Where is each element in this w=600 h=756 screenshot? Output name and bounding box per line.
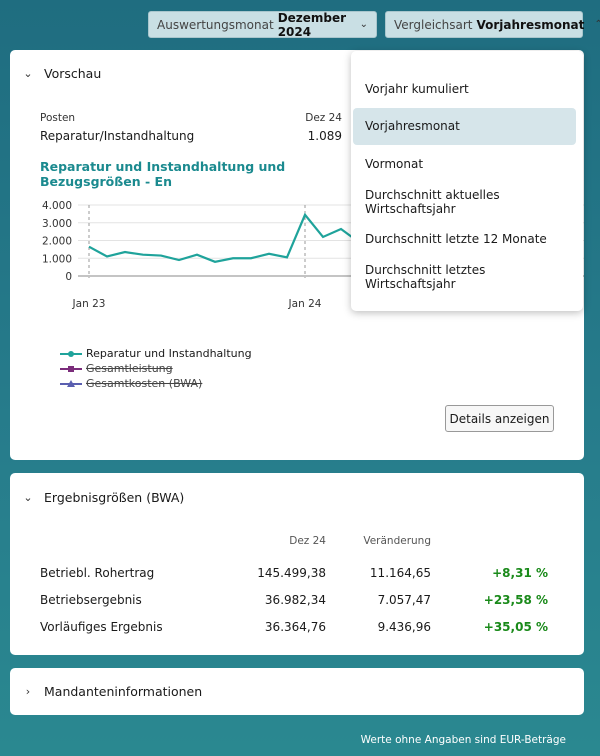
- dropdown-option[interactable]: Durchschnitt letzte 12 Monate: [365, 232, 547, 247]
- results-title: Ergebnisgrößen (BWA): [44, 490, 185, 505]
- y-tick-label: 1.000: [42, 253, 72, 265]
- table-row: Betriebsergebnis 36.982,34 7.057,47 +23,58 …: [40, 586, 548, 613]
- cell-pct: +23,58 %: [483, 592, 548, 607]
- posten-header: Posten: [40, 112, 76, 124]
- cell-change: 11.164,65: [369, 565, 431, 580]
- compare-dropdown-menu: Vorjahr kumuliert Vorjahresmonat Vormona…: [351, 51, 583, 311]
- month-select[interactable]: Auswertungsmonat Dezember 2024 ⌄: [148, 10, 377, 39]
- cell-value: 36.364,76: [264, 619, 326, 634]
- dropdown-option-selected[interactable]: Vorjahresmonat: [353, 107, 576, 146]
- cell-pct: +35,05 %: [483, 619, 548, 634]
- dropdown-option[interactable]: Durchschnitt letztes Wirtschaftsjahr: [365, 262, 486, 291]
- y-tick-label: 0: [65, 271, 72, 283]
- client-info-title: Mandanteninformationen: [44, 684, 203, 699]
- value-header: Dez 24: [305, 112, 342, 124]
- legend-label: Gesamtleistung: [86, 362, 173, 375]
- col-header: Dez 24: [289, 535, 326, 547]
- dropdown-option[interactable]: Vorjahr kumuliert: [365, 81, 469, 96]
- cell-name: Betriebl. Rohertrag: [40, 565, 155, 580]
- y-tick-label: 3.000: [42, 218, 72, 230]
- legend-label: Reparatur und Instandhaltung: [86, 347, 252, 360]
- chevron-down-icon: ⌄: [23, 67, 33, 80]
- preview-title: Vorschau: [44, 66, 102, 81]
- footer-note: Werte ohne Angaben sind EUR-Beträge: [360, 734, 566, 746]
- cell-name: Betriebsergebnis: [40, 592, 142, 607]
- legend-label: Gesamtkosten (BWA): [86, 377, 203, 390]
- chevron-down-icon: ⌄: [359, 19, 368, 30]
- x-tick-label: Jan 24: [288, 298, 322, 310]
- posten-value: 1.089: [307, 129, 342, 143]
- results-card: ⌄ Ergebnisgrößen (BWA) Dez 24 Veränderung…: [10, 473, 584, 655]
- compare-select-value: Vorjahresmonat: [476, 17, 585, 32]
- y-tick-label: 4.000: [42, 200, 72, 212]
- month-select-value: Dezember 2024: [277, 10, 347, 39]
- preview-toggle[interactable]: ⌄ Vorschau: [22, 66, 101, 81]
- table-row: Betriebl. Rohertrag 145.499,38 11.164,65 +8…: [40, 559, 548, 586]
- cell-change: 9.436,96: [377, 619, 431, 634]
- cell-name: Vorläufiges Ergebnis: [40, 619, 163, 634]
- client-info-toggle[interactable]: › Mandanteninformationen: [22, 684, 202, 699]
- line-chart: 4.000 3.000 2.000 1.000 0 Jan 23 Jan 24: [42, 200, 584, 310]
- chevron-right-icon: ›: [25, 685, 31, 698]
- chart-legend: Reparatur und Instandhaltung Gesamtleist…: [60, 346, 252, 391]
- legend-item-repair[interactable]: Reparatur und Instandhaltung: [60, 346, 252, 361]
- chevron-down-icon: ⌄: [23, 491, 33, 504]
- y-tick-label: 2.000: [42, 236, 72, 248]
- posten-name: Reparatur/Instandhaltung: [40, 129, 195, 143]
- month-select-label: Auswertungsmonat: [157, 17, 274, 32]
- client-info-card: › Mandanteninformationen: [10, 668, 584, 715]
- compare-select[interactable]: Vergleichsart Vorjahresmonat ⌃: [385, 11, 600, 38]
- chevron-up-icon: ⌃: [594, 19, 600, 30]
- legend-item-gesamtkosten[interactable]: Gesamtkosten (BWA): [60, 376, 252, 391]
- compare-select-label: Vergleichsart: [394, 17, 473, 32]
- x-tick-label: Jan 23: [72, 298, 106, 310]
- series-line: [88, 212, 360, 263]
- details-button[interactable]: Details anzeigen: [445, 405, 554, 432]
- legend-item-gesamtleistung[interactable]: Gesamtleistung: [60, 361, 252, 376]
- cell-value: 145.499,38: [257, 565, 326, 580]
- dropdown-option[interactable]: Vormonat: [365, 156, 424, 171]
- cell-value: 36.982,34: [264, 592, 326, 607]
- cell-pct: +8,31 %: [492, 565, 548, 580]
- results-toggle[interactable]: ⌄ Ergebnisgrößen (BWA): [22, 490, 184, 505]
- col-header: Veränderung: [363, 535, 431, 547]
- chart-title: Reparatur und Instandhaltung und Bezugsg…: [40, 159, 286, 189]
- cell-change: 7.057,47: [377, 592, 431, 607]
- results-table: Dez 24 Veränderung Betriebl. Rohertrag 145…: [40, 535, 548, 640]
- dropdown-option[interactable]: Durchschnitt aktuelles Wirtschaftsjahr: [365, 187, 500, 216]
- table-row: Vorläufiges Ergebnis 36.364,76 9.436,96 +35…: [40, 613, 548, 640]
